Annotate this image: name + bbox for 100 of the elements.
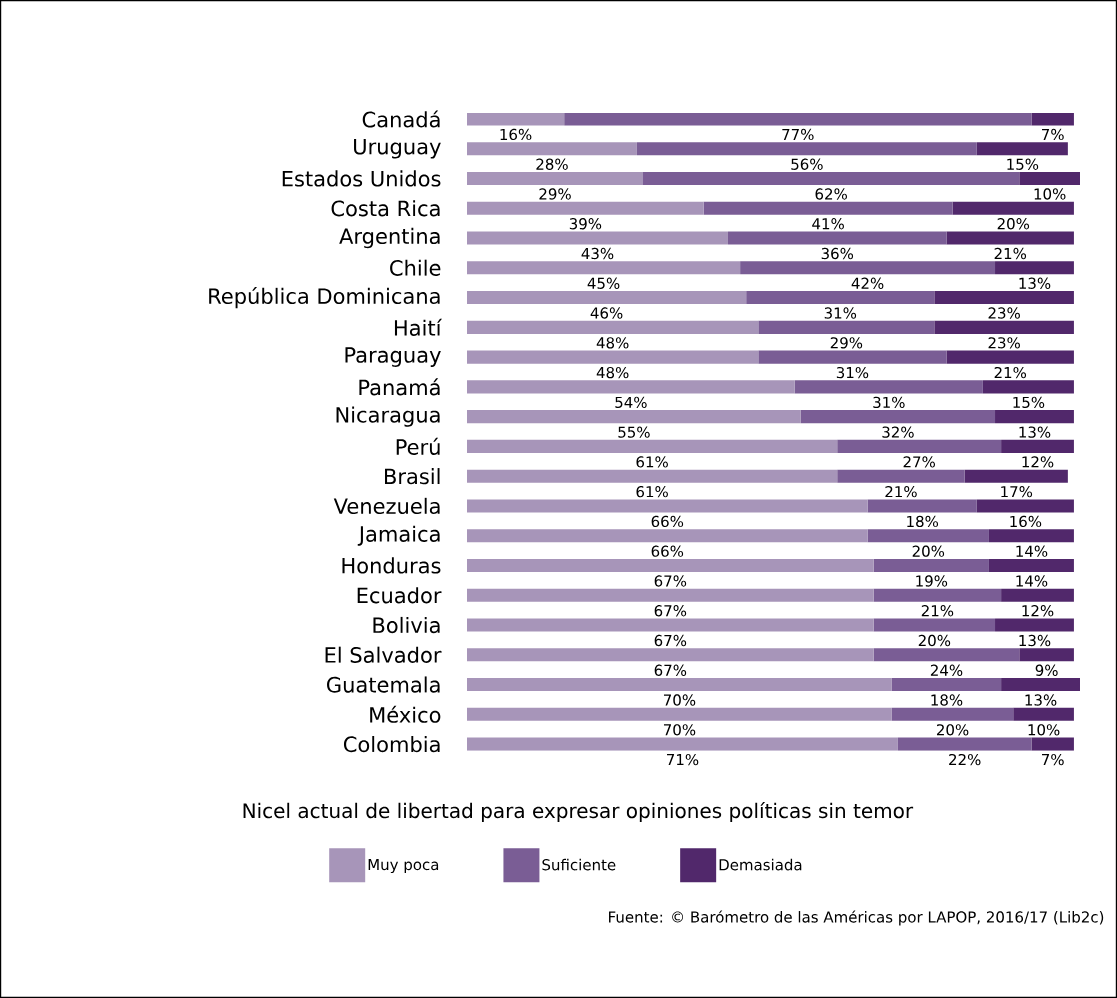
y-tick-label: República Dominicana bbox=[209, 286, 440, 309]
bar bbox=[995, 261, 1074, 275]
data-label: 41% bbox=[812, 218, 844, 230]
data-label: 23% bbox=[988, 307, 1020, 319]
y-tick-label: Ecuador bbox=[357, 587, 442, 604]
data-label: 67% bbox=[654, 605, 687, 617]
bar bbox=[467, 410, 801, 424]
bar bbox=[467, 261, 741, 275]
data-label: 15% bbox=[1007, 158, 1039, 170]
bar bbox=[837, 439, 1002, 453]
data-label: 12% bbox=[1022, 456, 1054, 468]
bar bbox=[976, 499, 1074, 513]
bar bbox=[1019, 648, 1074, 662]
x-axis-title: Nicel actual de libertad para expresar opiniones políticas sin temor bbox=[243, 801, 914, 823]
y-tick-label: El Salvador bbox=[325, 646, 442, 663]
y-tick-label: Canadá bbox=[362, 110, 440, 128]
bar bbox=[1031, 737, 1074, 751]
y-tick-label: Panamá bbox=[359, 378, 440, 396]
bar bbox=[995, 618, 1074, 632]
data-label: 62% bbox=[815, 188, 847, 200]
bar bbox=[636, 142, 977, 156]
data-label: 42% bbox=[851, 277, 884, 289]
bar bbox=[758, 350, 947, 364]
data-label: 56% bbox=[791, 158, 823, 170]
data-label: 39% bbox=[569, 218, 602, 230]
data-label: 61% bbox=[636, 456, 668, 468]
data-label: 28% bbox=[536, 158, 568, 170]
data-label: 7% bbox=[1042, 753, 1064, 766]
data-label: 71% bbox=[667, 753, 699, 766]
y-tick-label: Honduras bbox=[342, 557, 441, 574]
data-label: 43% bbox=[581, 247, 614, 260]
data-label: 48% bbox=[596, 366, 629, 379]
bar bbox=[467, 737, 898, 751]
data-label: 22% bbox=[949, 753, 981, 766]
data-label: 66% bbox=[651, 545, 684, 557]
bar bbox=[467, 618, 874, 632]
data-label: 70% bbox=[663, 724, 696, 736]
legend-label: Demasiada bbox=[719, 858, 802, 871]
data-label: 14% bbox=[1016, 545, 1048, 557]
bar bbox=[873, 648, 1020, 662]
bar bbox=[873, 618, 996, 632]
data-label: 70% bbox=[663, 694, 696, 706]
y-tick-label: Perú bbox=[396, 437, 440, 455]
bar bbox=[564, 113, 1032, 126]
bar bbox=[946, 231, 1074, 245]
bar bbox=[467, 707, 892, 721]
y-tick-label: México bbox=[370, 705, 441, 723]
bar bbox=[988, 529, 1074, 543]
y-tick-label: Venezuela bbox=[333, 497, 440, 515]
data-label: 18% bbox=[931, 694, 963, 706]
data-label: 77% bbox=[782, 128, 814, 141]
y-tick-label: Paraguay bbox=[345, 347, 441, 367]
data-label: 9% bbox=[1035, 664, 1058, 676]
data-label: 14% bbox=[1016, 575, 1048, 587]
bar bbox=[976, 142, 1068, 156]
y-tick-label: Costa Rica bbox=[331, 200, 440, 217]
bar bbox=[1031, 113, 1074, 126]
data-label: 54% bbox=[615, 396, 647, 409]
bar bbox=[727, 231, 947, 245]
y-tick-label: Uruguay bbox=[354, 138, 441, 159]
bar bbox=[897, 737, 1032, 751]
data-label: 29% bbox=[830, 337, 863, 349]
data-label: 48% bbox=[596, 337, 629, 349]
data-label: 31% bbox=[873, 396, 905, 409]
bar bbox=[467, 469, 838, 483]
data-label: 13% bbox=[1019, 426, 1051, 438]
bar bbox=[740, 261, 996, 275]
bar bbox=[873, 588, 1002, 602]
data-label: 20% bbox=[936, 724, 969, 736]
bar bbox=[467, 648, 874, 662]
y-tick-label: Argentina bbox=[339, 227, 440, 249]
data-label: 16% bbox=[500, 128, 532, 141]
data-label: 10% bbox=[1028, 724, 1060, 736]
bar bbox=[467, 113, 565, 126]
bar bbox=[1001, 678, 1080, 692]
y-tick-label: Brasil bbox=[385, 468, 440, 485]
bar bbox=[1001, 439, 1074, 453]
bar bbox=[467, 320, 759, 334]
data-label: 13% bbox=[1019, 277, 1051, 289]
bar bbox=[1019, 171, 1080, 186]
bar bbox=[988, 558, 1074, 573]
data-label: 20% bbox=[918, 634, 951, 647]
bar bbox=[952, 201, 1074, 215]
y-tick-label: Nicaragua bbox=[336, 406, 440, 427]
y-tick-label: Bolivia bbox=[373, 616, 440, 634]
bar bbox=[467, 558, 874, 573]
data-label: 21% bbox=[994, 366, 1027, 379]
data-label: 15% bbox=[1013, 396, 1045, 409]
bar bbox=[467, 291, 747, 305]
bar bbox=[946, 350, 1074, 364]
data-label: 67% bbox=[654, 664, 687, 676]
data-label: 13% bbox=[1019, 634, 1051, 647]
bar bbox=[995, 410, 1074, 424]
legend-label: Suficiente bbox=[542, 858, 616, 871]
bar bbox=[467, 499, 868, 513]
bar bbox=[982, 380, 1074, 394]
bar bbox=[1013, 707, 1074, 721]
data-label: 67% bbox=[654, 575, 687, 587]
bar bbox=[467, 231, 728, 245]
y-tick-label: Haití bbox=[394, 318, 443, 336]
